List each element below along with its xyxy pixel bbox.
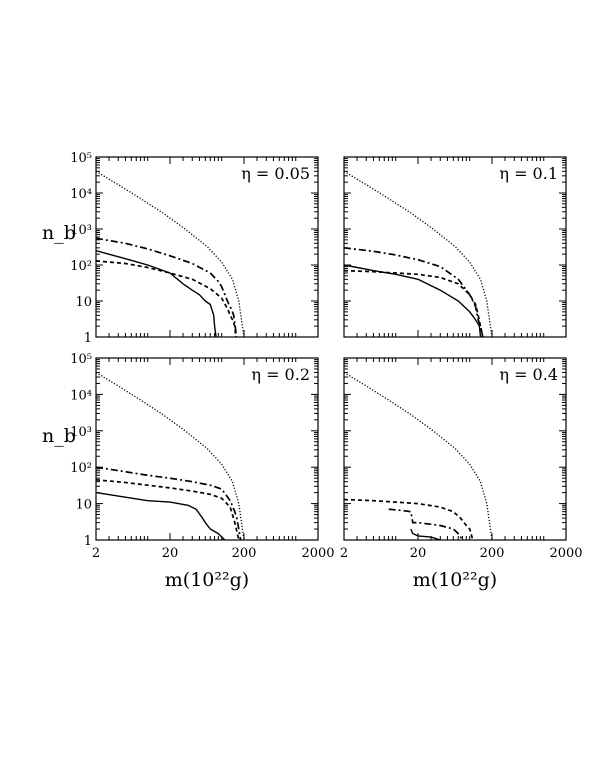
x-axis-label-right: m(10²²g) xyxy=(413,569,497,591)
series-dotted-line xyxy=(96,170,245,337)
eta-label: η = 0.4 xyxy=(499,365,558,384)
series-dashdot-line xyxy=(344,246,484,337)
panels: 1 10 10² 10³ 10⁴ 10⁵ η = 0.05 η = 0.1 2 20 200 2000… xyxy=(70,151,582,561)
series-dashdot-line xyxy=(388,508,464,540)
y-tick-label: 10 xyxy=(75,295,92,310)
axis-titles: m(10²²g) m(10²²g) n_b n_b xyxy=(42,222,497,591)
x-tick-label: 2000 xyxy=(301,546,334,561)
y-tick-label: 10⁵ xyxy=(70,352,92,367)
series-dashed-line xyxy=(344,498,474,540)
y-axis-label-bottom: n_b xyxy=(42,425,76,447)
x-tick-label: 2 xyxy=(340,546,348,561)
x-tick-label: 2000 xyxy=(549,546,582,561)
x-tick-label: 20 xyxy=(410,546,427,561)
eta-label: η = 0.1 xyxy=(499,164,558,183)
y-tick-label: 10² xyxy=(70,461,92,476)
eta-label: η = 0.05 xyxy=(241,164,310,183)
y-tick-label: 10⁴ xyxy=(70,187,92,202)
x-axis-label-left: m(10²²g) xyxy=(165,569,249,591)
x-tick-label: 200 xyxy=(480,546,505,561)
panel-frame xyxy=(343,156,567,338)
y-tick-label: 10³ xyxy=(70,223,92,238)
series-solid-line xyxy=(96,250,217,337)
y-tick-label: 10 xyxy=(75,498,92,513)
series-dotted-line xyxy=(96,371,245,540)
series-dotted-line xyxy=(344,371,493,540)
panel-2: η = 0.1 xyxy=(343,156,567,338)
series-dashed-line xyxy=(96,478,240,540)
panel-frame xyxy=(95,156,319,338)
y-axis-label-top: n_b xyxy=(42,222,76,244)
series-dashed-line xyxy=(96,260,237,337)
y-tick-label: 1 xyxy=(84,331,92,346)
eta-label: η = 0.2 xyxy=(251,365,310,384)
y-tick-label: 10³ xyxy=(70,425,92,440)
panel-frame xyxy=(343,357,567,541)
series-dashdot-line xyxy=(96,237,238,337)
panel-3: 2 20 200 2000 1 10 10² 10³ 10⁴ 10⁵ η = 0.2 xyxy=(70,352,334,561)
y-tick-label: 10⁵ xyxy=(70,151,92,166)
series-dotted-line xyxy=(344,170,493,337)
series-solid-line xyxy=(410,528,441,540)
y-tick-label: 10⁴ xyxy=(70,388,92,403)
panel-4: 2 20 200 2000 η = 0.4 xyxy=(340,357,583,561)
y-tick-label: 10² xyxy=(70,259,92,274)
x-tick-label: 20 xyxy=(162,546,179,561)
x-tick-label: 2 xyxy=(92,546,100,561)
x-tick-label: 200 xyxy=(232,546,257,561)
panel-frame xyxy=(95,357,319,541)
series-solid-line xyxy=(344,264,482,337)
series-dashdot-line xyxy=(96,466,242,540)
y-tick-label: 1 xyxy=(84,534,92,549)
panel-1: 1 10 10² 10³ 10⁴ 10⁵ η = 0.05 xyxy=(70,151,319,346)
series-solid-line xyxy=(96,491,226,540)
